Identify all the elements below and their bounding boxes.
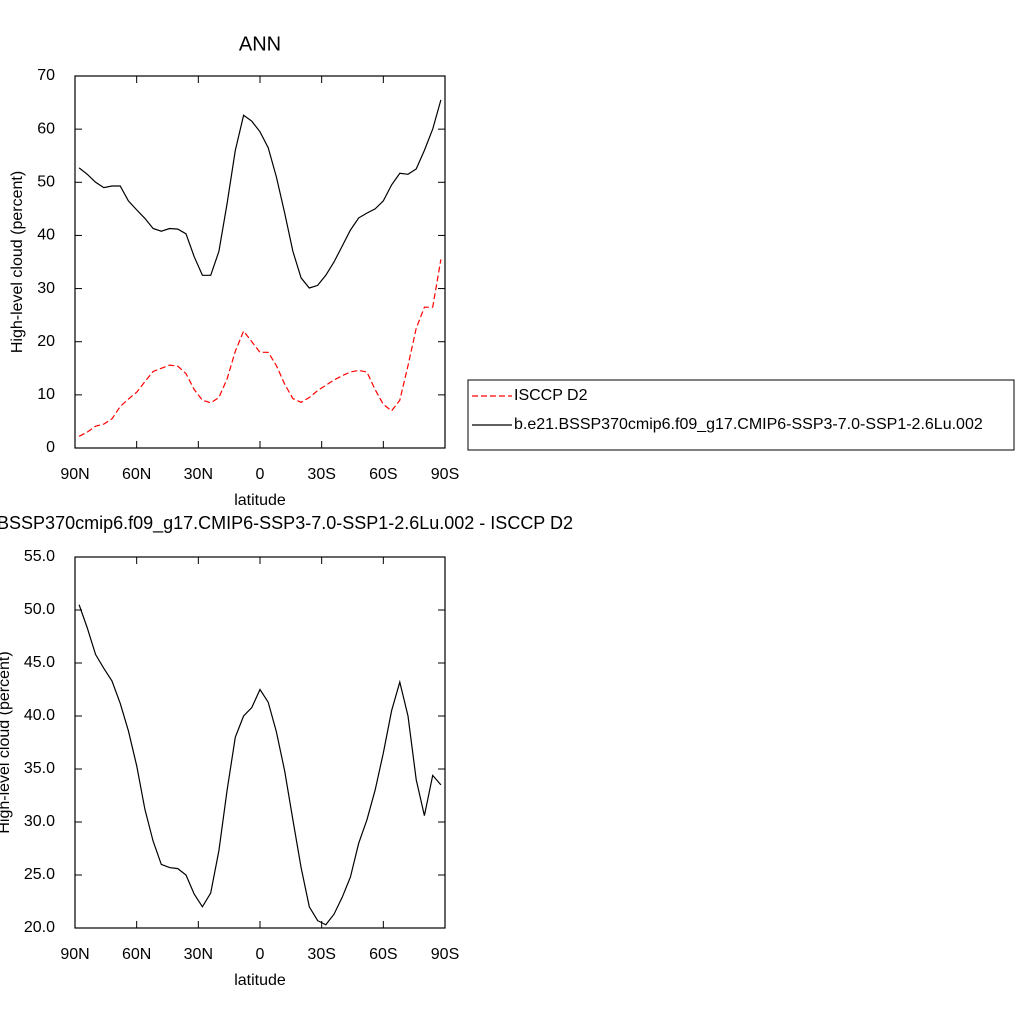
x-tick-label: 30N	[184, 946, 213, 963]
x-tick-label: 90S	[431, 946, 459, 963]
x-tick-label: 0	[256, 946, 265, 963]
y-tick-label: 60	[37, 120, 55, 137]
x-tick-label: 30S	[307, 466, 335, 483]
x-tick-label: 90S	[431, 466, 459, 483]
y-tick-label: 50.0	[24, 601, 55, 618]
y-tick-label: 20.0	[24, 919, 55, 936]
x-axis-label: latitude	[234, 972, 286, 989]
y-tick-label: 35.0	[24, 760, 55, 777]
y-axis-label: High-level cloud (percent)	[9, 171, 26, 353]
x-tick-label: 0	[256, 466, 265, 483]
x-tick-label: 90N	[60, 466, 89, 483]
y-tick-label: 30	[37, 280, 55, 297]
legend-label: ISCCP D2	[514, 387, 588, 404]
y-tick-label: 0	[46, 439, 55, 456]
x-tick-label: 30N	[184, 466, 213, 483]
y-tick-label: 30.0	[24, 813, 55, 830]
chart-title: ANN	[239, 33, 281, 55]
y-tick-label: 40	[37, 227, 55, 244]
data-line	[78, 604, 442, 926]
x-tick-label: 60N	[122, 946, 151, 963]
plot-frame	[74, 75, 446, 449]
data-line	[78, 259, 442, 437]
plot-frame	[74, 556, 446, 929]
x-tick-label: 60S	[369, 466, 397, 483]
y-tick-label: 25.0	[24, 866, 55, 883]
chart-title: b.e21.BSSP370cmip6.f09_g17.CMIP6-SSP3-7.…	[0, 513, 573, 534]
x-tick-label: 30S	[307, 946, 335, 963]
y-tick-label: 40.0	[24, 707, 55, 724]
y-tick-label: 50	[37, 174, 55, 191]
y-tick-label: 55.0	[24, 548, 55, 565]
y-tick-label: 70	[37, 67, 55, 84]
legend-box	[467, 379, 1015, 451]
x-tick-label: 60N	[122, 466, 151, 483]
x-axis-label: latitude	[234, 492, 286, 509]
legend-label: b.e21.BSSP370cmip6.f09_g17.CMIP6-SSP3-7.…	[514, 416, 983, 433]
y-tick-label: 45.0	[24, 654, 55, 671]
x-tick-label: 60S	[369, 946, 397, 963]
x-tick-label: 90N	[60, 946, 89, 963]
data-line	[78, 99, 442, 289]
y-tick-label: 10	[37, 386, 55, 403]
y-axis-label: High-level cloud (percent)	[0, 651, 13, 833]
y-tick-label: 20	[37, 333, 55, 350]
